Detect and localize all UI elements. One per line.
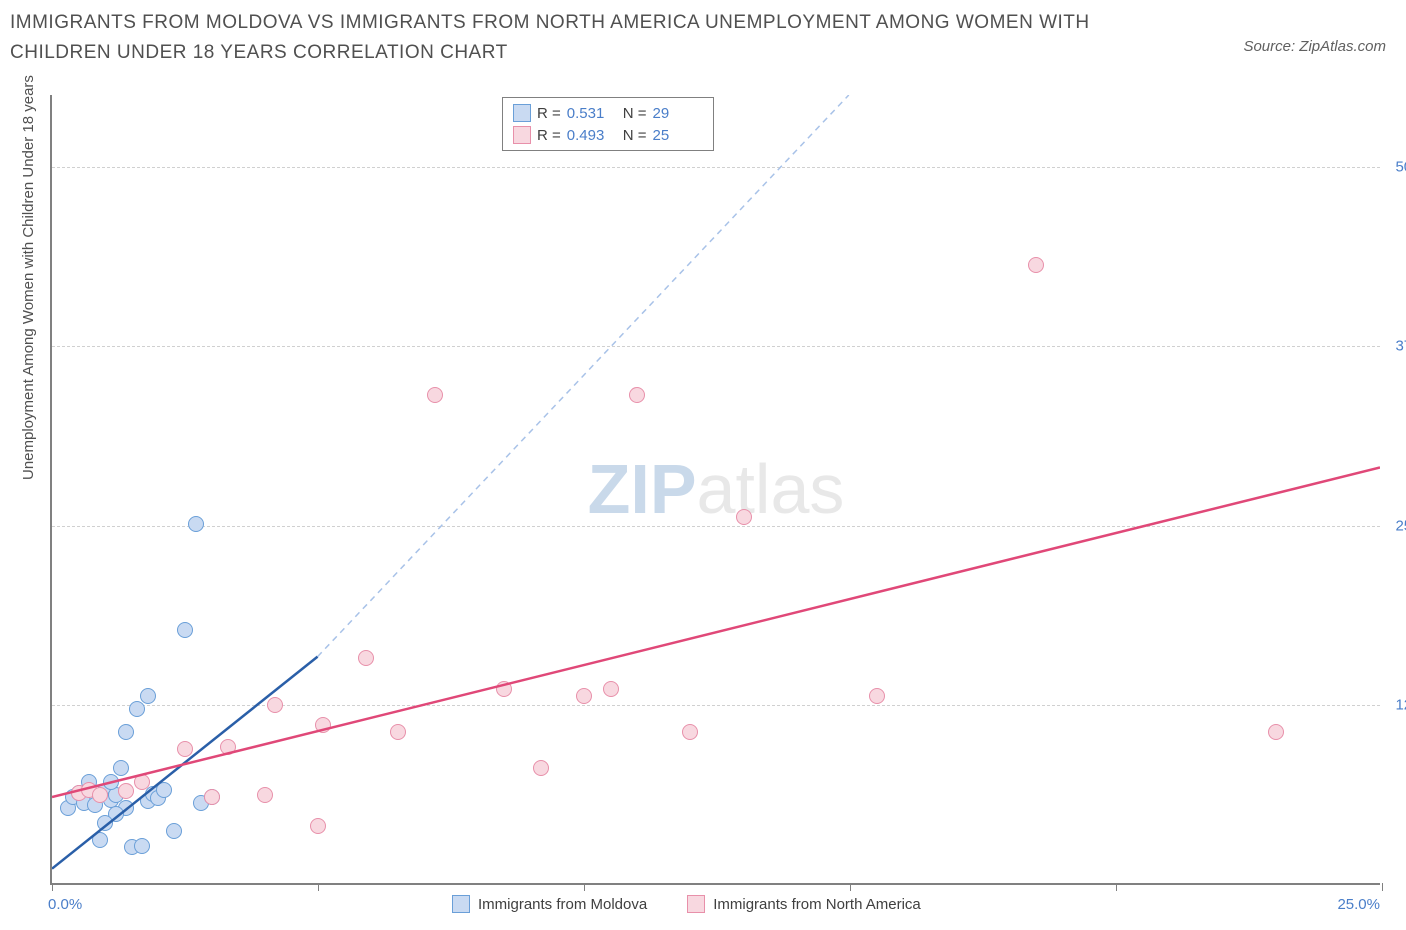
scatter-point [315, 717, 331, 733]
scatter-point [166, 823, 182, 839]
correlation-stats-legend: R = 0.531 N = 29 R = 0.493 N = 25 [502, 97, 714, 151]
x-tick [52, 883, 53, 891]
legend-swatch [513, 104, 531, 122]
chart-title: IMMIGRANTS FROM MOLDOVA VS IMMIGRANTS FR… [10, 8, 1110, 69]
scatter-point [390, 724, 406, 740]
scatter-point [177, 741, 193, 757]
legend-item: Immigrants from North America [687, 895, 921, 913]
scatter-point [1028, 257, 1044, 273]
x-tick [850, 883, 851, 891]
x-tick [1116, 883, 1117, 891]
y-axis-label: Unemployment Among Women with Children U… [20, 75, 37, 480]
scatter-point [134, 774, 150, 790]
x-axis-min-label: 0.0% [48, 896, 82, 913]
scatter-point [533, 760, 549, 776]
legend-swatch [452, 895, 470, 913]
scatter-point [427, 387, 443, 403]
scatter-plot: ZIPatlas 12.5%25.0%37.5%50.0% R =0.531N … [50, 95, 1380, 885]
n-label: N = [623, 127, 647, 144]
n-value: 29 [653, 105, 703, 122]
scatter-point [113, 760, 129, 776]
scatter-point [92, 832, 108, 848]
y-tick-label: 37.5% [1383, 338, 1406, 355]
scatter-point [736, 509, 752, 525]
scatter-point [118, 783, 134, 799]
gridline [52, 705, 1380, 706]
x-tick [318, 883, 319, 891]
x-tick [1382, 883, 1383, 891]
scatter-point [156, 782, 172, 798]
scatter-point [129, 701, 145, 717]
y-tick-label: 12.5% [1383, 697, 1406, 714]
scatter-point [869, 688, 885, 704]
scatter-point [177, 622, 193, 638]
legend-item: Immigrants from Moldova [452, 895, 647, 913]
legend-label: Immigrants from North America [713, 896, 921, 913]
series-legend: Immigrants from Moldova Immigrants from N… [452, 895, 921, 913]
stats-row: R = 0.493 N = 25 [513, 124, 703, 146]
n-value: 25 [653, 127, 703, 144]
legend-label: Immigrants from Moldova [478, 896, 647, 913]
x-tick [584, 883, 585, 891]
n-label: N = [623, 105, 647, 122]
scatter-point [140, 688, 156, 704]
scatter-point [576, 688, 592, 704]
x-axis-max-label: 25.0% [1337, 896, 1380, 913]
r-value: 0.493 [567, 127, 617, 144]
scatter-point [629, 387, 645, 403]
gridline [52, 167, 1380, 168]
gridline [52, 526, 1380, 527]
legend-swatch [513, 126, 531, 144]
scatter-point [103, 774, 119, 790]
scatter-point [358, 650, 374, 666]
r-label: R = [537, 105, 561, 122]
scatter-point [134, 838, 150, 854]
source-attribution: Source: ZipAtlas.com [1243, 38, 1386, 55]
gridline [52, 346, 1380, 347]
scatter-point [257, 787, 273, 803]
y-tick-label: 25.0% [1383, 517, 1406, 534]
stats-row: R = 0.531 N = 29 [513, 102, 703, 124]
scatter-point [97, 815, 113, 831]
y-tick-label: 50.0% [1383, 158, 1406, 175]
scatter-point [496, 681, 512, 697]
scatter-point [92, 787, 108, 803]
scatter-point [220, 739, 236, 755]
r-value: 0.531 [567, 105, 617, 122]
scatter-point [310, 818, 326, 834]
scatter-point [1268, 724, 1284, 740]
scatter-point [204, 789, 220, 805]
scatter-point [682, 724, 698, 740]
scatter-point [188, 516, 204, 532]
r-label: R = [537, 127, 561, 144]
scatter-point [603, 681, 619, 697]
legend-swatch [687, 895, 705, 913]
scatter-point [267, 697, 283, 713]
scatter-point [118, 724, 134, 740]
